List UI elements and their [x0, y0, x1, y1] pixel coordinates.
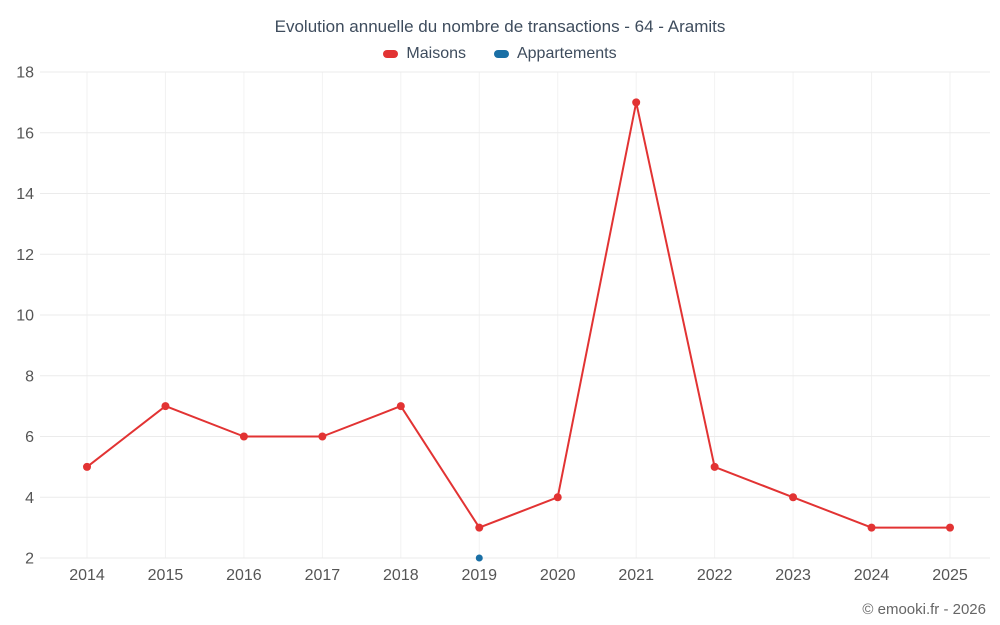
data-point[interactable] — [475, 523, 484, 532]
svg-text:12: 12 — [16, 247, 34, 264]
data-point[interactable] — [946, 523, 954, 532]
data-point[interactable] — [475, 554, 483, 562]
svg-text:2018: 2018 — [383, 567, 419, 584]
chart-title: Evolution annuelle du nombre de transact… — [274, 17, 726, 36]
y-axis-labels: 2 4 6 8 10 12 14 16 18 — [16, 65, 34, 568]
legend-item-maisons[interactable]: Maisons — [383, 45, 466, 63]
svg-text:2023: 2023 — [775, 567, 811, 584]
data-point[interactable] — [710, 462, 719, 471]
legend-label-maisons: Maisons — [406, 45, 466, 62]
data-point[interactable] — [83, 462, 91, 471]
x-axis-labels: 2014 2015 2016 2017 2018 2019 2020 2021 2022 2023… — [69, 567, 968, 584]
series-maisons — [83, 98, 954, 532]
svg-text:2016: 2016 — [226, 567, 262, 584]
svg-text:2025: 2025 — [932, 567, 968, 584]
svg-text:2: 2 — [25, 551, 34, 568]
svg-text:2014: 2014 — [69, 567, 105, 584]
svg-text:4: 4 — [25, 490, 34, 507]
svg-text:8: 8 — [25, 368, 34, 385]
legend-label-appartements: Appartements — [516, 45, 617, 62]
legend-swatch-maisons — [383, 50, 399, 58]
legend-swatch-appartements — [493, 50, 509, 58]
svg-text:2017: 2017 — [305, 567, 341, 584]
svg-text:2021: 2021 — [618, 567, 654, 584]
legend-item-appartements[interactable]: Appartements — [493, 45, 617, 63]
svg-text:16: 16 — [16, 125, 34, 142]
data-point[interactable] — [632, 98, 641, 107]
svg-text:14: 14 — [16, 186, 34, 203]
data-point[interactable] — [318, 432, 327, 441]
series-appartements — [475, 554, 483, 562]
data-point[interactable] — [867, 523, 876, 532]
gridlines — [40, 71, 990, 559]
data-point[interactable] — [161, 402, 170, 411]
svg-text:18: 18 — [16, 65, 34, 82]
svg-text:2024: 2024 — [854, 567, 890, 584]
svg-text:2020: 2020 — [540, 567, 576, 584]
data-point[interactable] — [239, 432, 248, 441]
data-point[interactable] — [789, 493, 798, 502]
copyright-notice: © emooki.fr - 2026 — [862, 601, 986, 618]
svg-text:10: 10 — [16, 308, 34, 325]
data-point[interactable] — [396, 402, 405, 411]
chart-legend: Maisons Appartements — [0, 45, 1000, 63]
svg-text:2022: 2022 — [697, 567, 733, 584]
data-point[interactable] — [553, 493, 562, 502]
svg-text:6: 6 — [25, 429, 34, 446]
series-line — [86, 101, 950, 529]
svg-text:2019: 2019 — [461, 567, 497, 584]
svg-text:2015: 2015 — [148, 567, 184, 584]
